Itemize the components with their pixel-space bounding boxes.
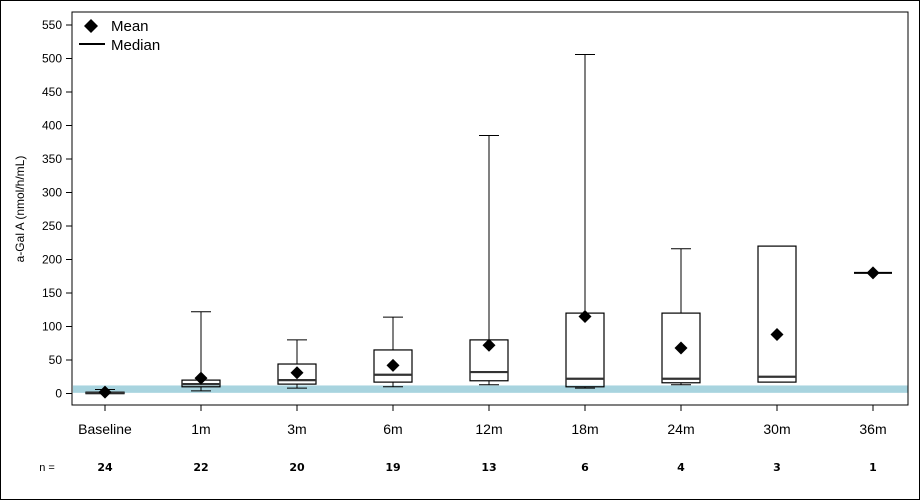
y-tick-label: 50 [49, 353, 63, 367]
n-count: 24 [97, 461, 113, 474]
mean-diamond-icon [98, 385, 112, 399]
legend-median-label: Median [111, 37, 160, 54]
x-tick-label: 30m [763, 421, 790, 437]
y-tick-label: 250 [42, 219, 62, 233]
n-count: 19 [385, 461, 400, 474]
box-3m [277, 339, 317, 389]
box-18m [565, 53, 605, 389]
iqr-box [277, 363, 317, 385]
n-count: 6 [581, 461, 589, 474]
sample-size-row: n = 24 22 20 19 13 6 4 3 1 [39, 461, 877, 474]
box-30m [757, 245, 797, 383]
iqr-box [661, 312, 701, 384]
mean-diamond-icon [194, 371, 208, 385]
y-tick-label: 150 [42, 286, 62, 300]
box-6m [373, 316, 413, 388]
y-axis-title: a-Gal A (nmol/h/mL) [13, 156, 27, 263]
box-baseline [85, 385, 125, 399]
n-count: 1 [869, 461, 877, 474]
iqr-box [565, 312, 605, 388]
x-axis: Baseline 1m 3m 6m 12m 18m 24m 30m 36m [78, 405, 887, 437]
legend-mean-label: Mean [111, 18, 149, 35]
n-count: 4 [677, 461, 685, 474]
y-tick-label: 450 [42, 85, 62, 99]
n-count: 20 [289, 461, 305, 474]
x-tick-label: 18m [571, 421, 598, 437]
reference-range-band [73, 385, 908, 393]
box-36m [854, 266, 892, 280]
mean-diamond-icon [866, 266, 880, 280]
mean-diamond-icon [386, 358, 400, 372]
iqr-box [373, 349, 413, 383]
x-tick-label: 3m [287, 421, 306, 437]
y-tick-label: 350 [42, 152, 62, 166]
mean-diamond-icon [290, 366, 304, 380]
mean-diamond-icon [770, 328, 784, 342]
x-tick-label: 12m [475, 421, 502, 437]
n-prefix-label: n = [39, 462, 55, 474]
x-tick-label: 1m [191, 421, 210, 437]
y-tick-label: 500 [42, 52, 62, 66]
y-tick-label: 200 [42, 253, 62, 267]
x-tick-label: 24m [667, 421, 694, 437]
x-tick-label: 6m [383, 421, 402, 437]
y-tick-label: 0 [55, 387, 62, 401]
y-tick-label: 400 [42, 119, 62, 133]
n-count: 3 [773, 461, 781, 474]
n-count: 13 [481, 461, 496, 474]
box-24m [661, 248, 701, 386]
x-tick-label: Baseline [78, 421, 132, 437]
boxes-group [85, 53, 892, 399]
y-tick-label: 550 [42, 18, 62, 32]
legend: Mean Median [79, 18, 160, 54]
y-axis: 0 50 100 150 200 250 300 350 400 450 500 550 [42, 18, 72, 401]
mean-diamond-icon [482, 338, 496, 352]
box-12m [469, 135, 509, 386]
y-tick-label: 100 [42, 320, 62, 334]
mean-diamond-icon [674, 341, 688, 355]
plot-frame [71, 11, 909, 406]
x-tick-label: 36m [859, 421, 886, 437]
mean-diamond-icon [578, 309, 592, 323]
iqr-box [757, 245, 797, 383]
n-count: 22 [193, 461, 208, 474]
y-tick-label: 300 [42, 186, 62, 200]
box-1m [181, 311, 221, 392]
mean-diamond-icon [84, 19, 98, 33]
